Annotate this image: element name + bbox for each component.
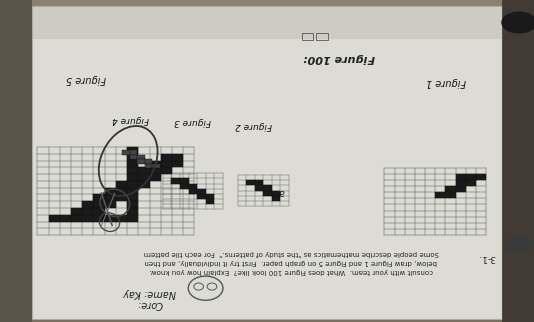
Bar [127, 208, 138, 215]
Text: Figure 4: Figure 4 [112, 115, 150, 124]
Text: Figure 100:: Figure 100: [303, 53, 375, 63]
Bar [93, 208, 105, 215]
Bar [82, 208, 93, 215]
Bar [272, 196, 280, 201]
Bar [172, 161, 183, 167]
Bar [127, 174, 138, 181]
Bar [189, 189, 197, 194]
Bar [82, 201, 93, 208]
Bar [127, 215, 138, 222]
Bar [161, 154, 172, 161]
Bar [197, 194, 206, 199]
Bar [502, 0, 534, 322]
Bar [82, 215, 93, 222]
Bar [138, 181, 150, 188]
Text: below, draw Figure 1 and Figure 5 on graph paper.  First try it individually, an: below, draw Figure 1 and Figure 5 on gra… [145, 259, 437, 265]
Bar [150, 167, 161, 174]
Bar [263, 191, 272, 196]
Bar [127, 154, 138, 161]
Bar [302, 33, 313, 40]
Bar [32, 6, 502, 319]
Bar [466, 174, 476, 180]
Bar [127, 181, 138, 188]
Bar [116, 188, 127, 194]
Text: a.: a. [276, 186, 285, 197]
Bar [161, 167, 172, 174]
Bar [316, 33, 328, 40]
Bar [476, 174, 486, 180]
Text: Figure 2: Figure 2 [235, 121, 272, 130]
Text: Some people describe mathematics as "the study of patterns."  For each tile patt: Some people describe mathematics as "the… [143, 250, 439, 256]
Bar [272, 191, 280, 196]
Bar [93, 201, 105, 208]
Bar [130, 155, 137, 159]
Bar [105, 201, 116, 208]
Bar [145, 164, 152, 168]
Bar [206, 194, 214, 199]
Bar [116, 194, 127, 201]
Bar [105, 194, 116, 201]
Bar [138, 174, 150, 181]
Bar [255, 180, 263, 185]
Bar [152, 164, 160, 168]
Text: Figure 3: Figure 3 [174, 117, 211, 126]
Bar [127, 147, 138, 154]
Bar [116, 181, 127, 188]
Bar [246, 180, 255, 185]
Text: consult with your team.  What does Figure 100 look like?  Explain how you know.: consult with your team. What does Figure… [149, 268, 433, 274]
Bar [137, 155, 145, 159]
Bar [127, 201, 138, 208]
Bar [130, 150, 137, 155]
Bar [180, 184, 189, 189]
Bar [263, 185, 272, 191]
Bar [466, 180, 476, 186]
Bar [172, 154, 183, 161]
Text: Name: Kay: Name: Kay [123, 288, 176, 298]
Bar [456, 174, 466, 180]
Bar [435, 192, 445, 198]
Bar [456, 186, 466, 192]
Bar [189, 184, 197, 189]
Bar [456, 180, 466, 186]
Bar [122, 150, 130, 155]
Bar [137, 159, 145, 164]
Bar [206, 199, 214, 204]
Bar [150, 161, 161, 167]
Bar [127, 161, 138, 167]
Text: Figure 5: Figure 5 [65, 74, 106, 84]
Bar [60, 215, 71, 222]
Bar [445, 192, 456, 198]
Bar [0, 0, 32, 322]
Bar [49, 215, 60, 222]
Bar [150, 174, 161, 181]
Bar [180, 178, 189, 184]
Bar [71, 208, 82, 215]
Bar [105, 215, 116, 222]
Bar [138, 167, 150, 174]
Bar [93, 194, 105, 201]
Bar [127, 188, 138, 194]
Text: 3-1.: 3-1. [478, 253, 496, 262]
Text: Core:: Core: [137, 299, 162, 309]
Bar [105, 188, 116, 194]
Bar [445, 186, 456, 192]
Circle shape [505, 236, 533, 253]
Text: Figure 1: Figure 1 [426, 77, 466, 87]
Bar [161, 161, 172, 167]
Bar [197, 189, 206, 194]
Bar [116, 215, 127, 222]
Circle shape [502, 12, 534, 33]
Bar [93, 215, 105, 222]
Bar [32, 0, 502, 39]
Bar [255, 185, 263, 191]
Bar [127, 167, 138, 174]
Bar [71, 215, 82, 222]
Bar [145, 159, 152, 164]
Bar [127, 194, 138, 201]
Bar [171, 178, 180, 184]
